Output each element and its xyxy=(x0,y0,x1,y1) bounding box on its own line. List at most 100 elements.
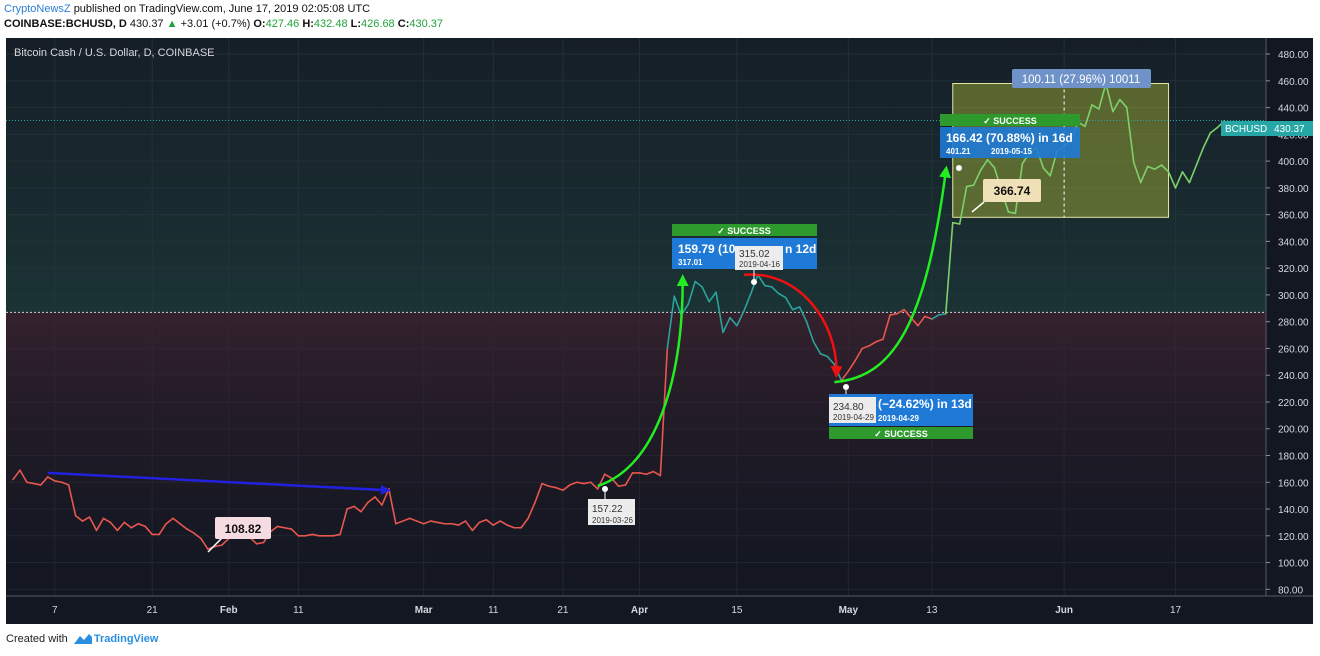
price-line-segment xyxy=(548,485,557,489)
price-line-segment xyxy=(269,525,279,533)
tradingview-brand[interactable]: TradingView xyxy=(93,633,159,645)
price-line-segment xyxy=(875,338,884,343)
price-line-segment xyxy=(485,518,495,526)
price-line-segment xyxy=(60,481,70,486)
ohlc-line: COINBASE:BCHUSD, D 430.37 ▲ +3.01 (+0.7%… xyxy=(4,17,443,32)
price-tick-label: 260.00 xyxy=(1278,344,1309,355)
price-line-segment xyxy=(53,480,63,484)
time-tick-label: May xyxy=(839,605,859,616)
price-line-segment xyxy=(638,472,648,476)
green-curve-arrow-may[interactable] xyxy=(834,165,951,384)
price-line-segment xyxy=(555,486,564,492)
price-line-segment xyxy=(130,522,140,529)
price-chart[interactable]: 80.00 100.00 120.00 140.00 160.00 180.00 200.0… xyxy=(0,36,1320,626)
price-line-segment xyxy=(729,316,738,327)
price-line-segment xyxy=(415,520,425,525)
point-b-price: 315.02 xyxy=(739,249,770,260)
close-label: C: xyxy=(397,18,410,30)
open-value: 427.46 xyxy=(265,18,300,30)
price-tick-label: 460.00 xyxy=(1278,77,1309,88)
price-line-segment xyxy=(743,292,752,312)
price-line-segment xyxy=(673,295,683,316)
point-c-date: 2019-04-29 xyxy=(833,413,874,422)
price-line-segment xyxy=(499,520,509,526)
price-line-segment xyxy=(506,524,515,529)
price-line-segment xyxy=(757,274,766,287)
tradingview-logo-icon xyxy=(73,634,92,644)
marker-366-callout[interactable]: 366.74 xyxy=(971,179,1041,213)
price-line-segment xyxy=(457,520,467,526)
price-line-segment xyxy=(868,340,877,347)
price-line-segment xyxy=(193,532,202,540)
price-line-segment xyxy=(617,484,627,488)
price-line-segment xyxy=(478,518,488,524)
point-a-callout[interactable]: 157.22 2019-03-26 xyxy=(588,486,635,525)
price-tick-label: 300.00 xyxy=(1278,291,1309,302)
price-line-segment xyxy=(805,320,815,343)
point-b-callout[interactable]: 315.02 2019-04-16 xyxy=(735,246,783,285)
price-line-segment xyxy=(666,295,676,350)
price-line-segment xyxy=(520,517,529,529)
price-line-segment xyxy=(221,537,230,546)
price-line-segment xyxy=(144,525,153,536)
price-line-segment xyxy=(972,169,982,186)
price-line-segment xyxy=(360,501,369,513)
price-line-segment xyxy=(1209,126,1219,134)
price-line-segment xyxy=(624,472,634,486)
high-label: H: xyxy=(302,18,314,30)
red-curve-arrow[interactable] xyxy=(743,273,843,379)
price-line-segment xyxy=(736,310,745,327)
april-drop-callout[interactable]: (−24.62%) in 13d 2019-04-29 ✓ SUCCESS 23… xyxy=(829,384,973,439)
price-line-segment xyxy=(1091,104,1100,110)
price-tick-label: 180.00 xyxy=(1278,451,1309,462)
price-line-segment xyxy=(1112,98,1121,113)
price-tick-label: 320.00 xyxy=(1278,264,1309,275)
price-line-segment xyxy=(311,533,321,537)
price-tick-label: 80.00 xyxy=(1278,585,1303,596)
price-line-segment xyxy=(12,469,21,481)
chart-header: CryptoNewsZ published on TradingView.com… xyxy=(4,2,443,32)
open-label: O: xyxy=(253,18,266,30)
price-line-segment xyxy=(701,286,710,303)
price-line-segment xyxy=(819,352,829,358)
price-line-segment xyxy=(812,340,822,355)
published-line: CryptoNewsZ published on TradingView.com… xyxy=(4,2,443,17)
price-line-segment xyxy=(255,541,265,545)
price-line-segment xyxy=(95,517,105,532)
low-price-value: 108.82 xyxy=(225,522,262,536)
price-line-segment xyxy=(826,355,836,366)
price-tick-label: 380.00 xyxy=(1278,184,1309,195)
price-line-segment xyxy=(1153,164,1163,170)
price-range-label[interactable]: 100.11 (27.96%) 10011 xyxy=(1012,69,1151,88)
price-line-segment xyxy=(158,522,167,536)
time-tick-label: 7 xyxy=(52,605,58,616)
low-price-callout[interactable]: 108.82 xyxy=(207,517,271,553)
low-value: 426.68 xyxy=(361,18,395,30)
time-tick-label: 15 xyxy=(731,605,743,616)
time-tick-label: Apr xyxy=(631,605,648,616)
price-line-segment xyxy=(276,525,286,529)
price-line-segment xyxy=(562,484,571,492)
may-gain-callout[interactable]: ✓ SUCCESS 166.42 (70.88%) in 16d 401.21 … xyxy=(940,114,1080,171)
blue-trend-arrow[interactable] xyxy=(47,471,391,495)
check-icon: ✓ xyxy=(717,226,725,236)
time-tick-label: 11 xyxy=(488,605,499,616)
price-line-segment xyxy=(784,296,794,311)
april-drop-date: 2019-04-29 xyxy=(878,414,919,423)
price-line-segment xyxy=(708,291,717,303)
publisher-name[interactable]: CryptoNewsZ xyxy=(4,3,71,15)
last-price: 430.37 xyxy=(129,18,164,30)
price-line-segment xyxy=(81,516,91,522)
price-line-segment xyxy=(304,533,314,537)
published-text: published on TradingView.com, June 17, 2… xyxy=(73,3,371,15)
price-tick-label: 340.00 xyxy=(1278,237,1309,248)
price-line-segment xyxy=(172,517,181,525)
price-line-segment xyxy=(374,496,383,506)
price-line-segment xyxy=(798,306,808,323)
price-line-segment xyxy=(576,481,585,485)
price-line-segment xyxy=(74,514,84,522)
price-line-segment xyxy=(770,286,780,295)
price-line-segment xyxy=(1160,164,1170,173)
green-curve-arrow-april[interactable] xyxy=(597,274,689,488)
price-line-segment xyxy=(353,505,362,513)
